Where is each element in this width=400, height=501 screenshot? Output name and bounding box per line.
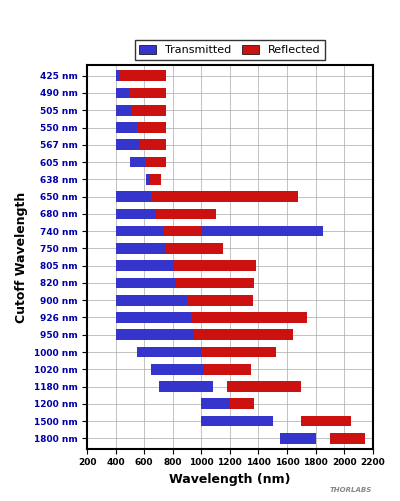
Bar	[116, 208, 156, 219]
Bar	[116, 261, 174, 271]
Bar	[131, 105, 166, 116]
Bar	[137, 122, 166, 133]
Bar	[151, 191, 298, 202]
Bar	[128, 88, 166, 98]
X-axis label: Wavelength (nm): Wavelength (nm)	[169, 473, 291, 486]
Bar	[280, 433, 316, 444]
Bar	[187, 295, 253, 306]
Bar	[116, 122, 137, 133]
Bar	[130, 157, 145, 167]
Bar	[145, 157, 166, 167]
Bar	[330, 433, 366, 444]
Bar	[151, 364, 204, 375]
Bar	[227, 381, 301, 392]
Bar	[230, 398, 254, 409]
Bar	[201, 226, 323, 236]
Text: THORLABS: THORLABS	[330, 487, 372, 493]
Bar	[116, 105, 131, 116]
Bar	[158, 381, 213, 392]
Y-axis label: Cutoff Wavelength: Cutoff Wavelength	[15, 191, 28, 323]
Bar	[201, 347, 276, 357]
Bar	[119, 70, 166, 81]
Bar	[146, 174, 150, 185]
Bar	[176, 278, 254, 288]
Bar	[116, 295, 187, 306]
Bar	[301, 416, 351, 426]
Bar	[116, 243, 166, 254]
Bar	[164, 226, 201, 236]
Bar	[116, 312, 191, 323]
Bar	[204, 364, 251, 375]
Bar	[116, 88, 128, 98]
Bar	[150, 174, 161, 185]
Bar	[116, 191, 151, 202]
Bar	[156, 208, 216, 219]
Legend: Transmitted, Reflected: Transmitted, Reflected	[135, 40, 325, 60]
Bar	[116, 139, 140, 150]
Bar	[140, 139, 166, 150]
Bar	[201, 398, 230, 409]
Bar	[201, 416, 273, 426]
Bar	[116, 70, 119, 81]
Bar	[116, 329, 194, 340]
Bar	[174, 261, 256, 271]
Bar	[166, 243, 223, 254]
Bar	[116, 278, 176, 288]
Bar	[191, 312, 307, 323]
Bar	[137, 347, 201, 357]
Bar	[194, 329, 293, 340]
Bar	[116, 226, 164, 236]
